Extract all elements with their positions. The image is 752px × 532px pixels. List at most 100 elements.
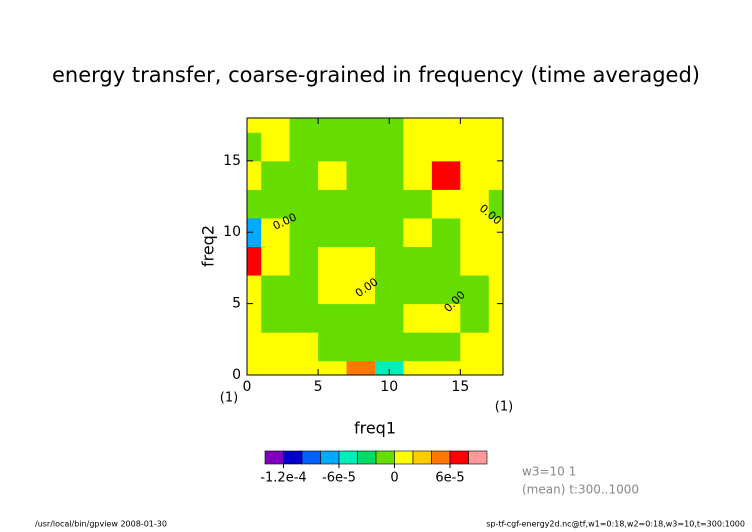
y-tick-label: 15 (223, 153, 241, 169)
y-tick-label: 10 (223, 224, 241, 240)
colorbar-box (394, 450, 414, 465)
contour-cell (431, 160, 461, 190)
contour-cell (247, 246, 262, 276)
contour-cell (346, 118, 376, 133)
contour-cell (289, 332, 319, 362)
contour-cell (289, 160, 319, 190)
colorbar-box (431, 450, 451, 465)
contour-cell (460, 275, 490, 305)
contour-cell (289, 275, 319, 305)
contour-cell (375, 332, 404, 362)
contour-cell (488, 132, 503, 162)
contour-cell (375, 118, 404, 133)
colorbar-box (468, 450, 488, 465)
colorbar-box (283, 450, 303, 465)
contour-cell (431, 118, 461, 133)
contour-cell (431, 303, 461, 333)
contour-cell (318, 332, 348, 362)
contour-cell (318, 118, 348, 133)
contour-cell (488, 275, 503, 305)
colorbar-box (301, 450, 321, 465)
contour-cell (403, 360, 433, 375)
contour-cell (488, 160, 503, 190)
info-text: (mean) t:300..1000 (522, 483, 639, 497)
contour-cell (488, 217, 503, 247)
colorbar-box (357, 450, 377, 465)
contour-cell (247, 118, 262, 133)
contour-cell (431, 360, 461, 375)
contour-cell (318, 303, 348, 333)
contour-cell (289, 118, 319, 133)
contour-cell (460, 217, 490, 247)
x-unit: (1) (495, 400, 513, 415)
colorbar-box (375, 450, 395, 465)
contour-cell (460, 132, 490, 162)
colorbar-tick-label: 0 (390, 471, 398, 486)
colorbar-box (320, 450, 340, 465)
contour-cell (488, 189, 503, 219)
contour-cell (375, 132, 404, 162)
contour-cell (431, 132, 461, 162)
contour-cell (403, 217, 433, 247)
colorbar-box (449, 450, 469, 465)
contour-cell (488, 246, 503, 276)
contour-cell (460, 303, 490, 333)
contour-cell (346, 275, 376, 305)
contour-cell (261, 217, 291, 247)
contour-cell (318, 246, 348, 276)
contour-cell (403, 303, 433, 333)
contour-cell (261, 275, 291, 305)
footer-right: sp-tf-cgf-energy2d.nc@tf,w1=0:18,w2=0:18… (486, 520, 745, 529)
contour-cell (261, 118, 291, 133)
colorbar-tick-label: -1.2e-4 (260, 471, 306, 486)
contour-cell (247, 360, 262, 375)
contour-cell (247, 303, 262, 333)
contour-cell (261, 360, 291, 375)
plot-frame (246, 117, 504, 376)
contour-cell (460, 160, 490, 190)
x-tick-label: 10 (380, 379, 398, 395)
contour-cell (247, 217, 262, 247)
contour-cell (247, 275, 262, 305)
contour-cell (318, 132, 348, 162)
contour-cell (403, 160, 433, 190)
contour-cell (431, 246, 461, 276)
contour-cell (431, 189, 461, 219)
contour-cell (375, 360, 404, 375)
contour-cell (261, 160, 291, 190)
contour-cell (261, 332, 291, 362)
contour-cell (318, 275, 348, 305)
contour-cell (460, 246, 490, 276)
contour-cell (346, 332, 376, 362)
contour-cell (375, 246, 404, 276)
contour-cell (346, 217, 376, 247)
x-tick-label: 5 (314, 379, 323, 395)
y-unit: (1) (220, 391, 238, 406)
colorbar-box (264, 450, 284, 465)
contour-cell (289, 217, 319, 247)
contour-cell (403, 275, 433, 305)
contour-cell (318, 217, 348, 247)
contour-cell (261, 303, 291, 333)
colorbar-box (412, 450, 432, 465)
contour-cell (403, 118, 433, 133)
contour-cell (375, 189, 404, 219)
contour-cell (460, 189, 490, 219)
contour-cell (346, 360, 376, 375)
contour-cell (403, 189, 433, 219)
contour-cell (375, 160, 404, 190)
colorbar-tick-label: -6e-5 (322, 471, 356, 486)
chart-title: energy transfer, coarse-grained in frequ… (52, 63, 700, 87)
contour-cell (247, 332, 262, 362)
contour-cell (247, 189, 262, 219)
contour-cell (431, 217, 461, 247)
contour-cell (375, 303, 404, 333)
contour-cell (488, 332, 503, 362)
contour-cell (289, 246, 319, 276)
contour-cell (346, 160, 376, 190)
contour-cell (346, 303, 376, 333)
contour-cell (460, 332, 490, 362)
contour-cell (346, 132, 376, 162)
contour-cell (318, 360, 348, 375)
